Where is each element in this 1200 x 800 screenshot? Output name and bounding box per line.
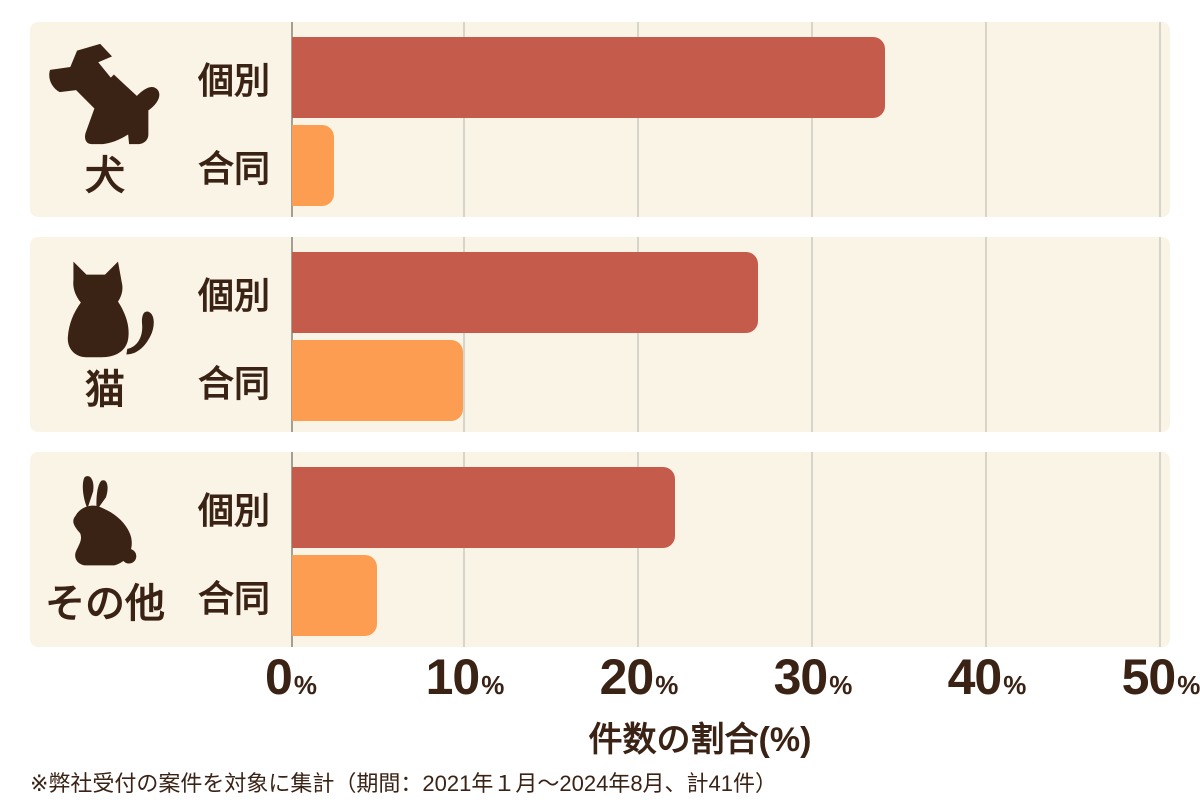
tick-number: 20 (599, 649, 655, 705)
gridline-50 (1159, 22, 1161, 217)
x-axis: 0% 10% 20% 30% 40% 50% (0, 648, 1200, 714)
plot-area-other (291, 452, 1170, 647)
tick-number: 0 (265, 649, 293, 705)
gridline-10 (463, 452, 465, 647)
plot-area-dog (291, 22, 1170, 217)
category-panel-other: その他 個別 合同 (30, 452, 1170, 647)
x-axis-tick-50: 50% (1122, 648, 1200, 706)
tick-number: 30 (773, 649, 829, 705)
bar-dog-joint (292, 125, 334, 206)
tick-percent-sign: % (1003, 670, 1027, 700)
x-axis-tick-0: 0% (265, 648, 317, 706)
category-label-other: その他 (45, 582, 165, 626)
gridline-10 (463, 22, 465, 217)
species-block-other: その他 (30, 452, 180, 647)
gridline-30 (811, 452, 813, 647)
bar-cat-joint (292, 340, 463, 421)
tick-percent-sign: % (481, 670, 505, 700)
plot-area-cat (291, 237, 1170, 432)
species-block-cat: 猫 (30, 237, 180, 432)
gridline-10 (463, 237, 465, 432)
bar-other-individual (292, 467, 675, 548)
gridline-50 (1159, 452, 1161, 647)
category-label-dog: 犬 (85, 154, 125, 198)
gridline-50 (1159, 237, 1161, 432)
bar-label-individual: 個別 (197, 489, 270, 531)
x-axis-tick-10: 10% (426, 648, 505, 706)
gridline-40 (985, 452, 987, 647)
tick-number: 10 (425, 649, 481, 705)
bar-cat-individual (292, 252, 759, 333)
gridline-20 (637, 452, 639, 647)
tick-percent-sign: % (293, 670, 317, 700)
gridline-30 (811, 237, 813, 432)
tick-number: 40 (947, 649, 1003, 705)
tick-percent-sign: % (1177, 670, 1200, 700)
tick-percent-sign: % (655, 670, 679, 700)
category-label-cat: 猫 (85, 368, 125, 412)
bar-label-individual: 個別 (197, 274, 270, 316)
x-axis-tick-20: 20% (600, 648, 679, 706)
category-panel-dog: 犬 個別 合同 (30, 22, 1170, 217)
gridline-20 (637, 22, 639, 217)
gridline-0 (291, 237, 293, 432)
bar-label-individual: 個別 (197, 59, 270, 101)
x-axis-tick-30: 30% (774, 648, 853, 706)
bar-label-joint: 合同 (197, 362, 270, 404)
bar-dog-individual (292, 37, 886, 118)
bar-label-joint: 合同 (197, 147, 270, 189)
tick-number: 50 (1121, 649, 1177, 705)
gridline-0 (291, 22, 293, 217)
gridline-30 (811, 22, 813, 217)
gridline-40 (985, 22, 987, 217)
category-panel-cat: 猫 個別 合同 (30, 237, 1170, 432)
cat-icon (53, 257, 157, 366)
dog-icon (44, 41, 166, 152)
footnote: ※弊社受付の案件を対象に集計（期間：2021年１月～2024年8月、計41件） (30, 771, 778, 796)
species-block-dog: 犬 (30, 22, 180, 217)
x-axis-tick-40: 40% (948, 648, 1027, 706)
gridline-0 (291, 452, 293, 647)
gridline-20 (637, 237, 639, 432)
x-axis-title: 件数の割合(%) (588, 721, 812, 759)
bar-label-joint: 合同 (197, 577, 270, 619)
rabbit-icon (59, 473, 151, 580)
gridline-40 (985, 237, 987, 432)
bar-other-joint (292, 555, 378, 636)
tick-percent-sign: % (829, 670, 853, 700)
